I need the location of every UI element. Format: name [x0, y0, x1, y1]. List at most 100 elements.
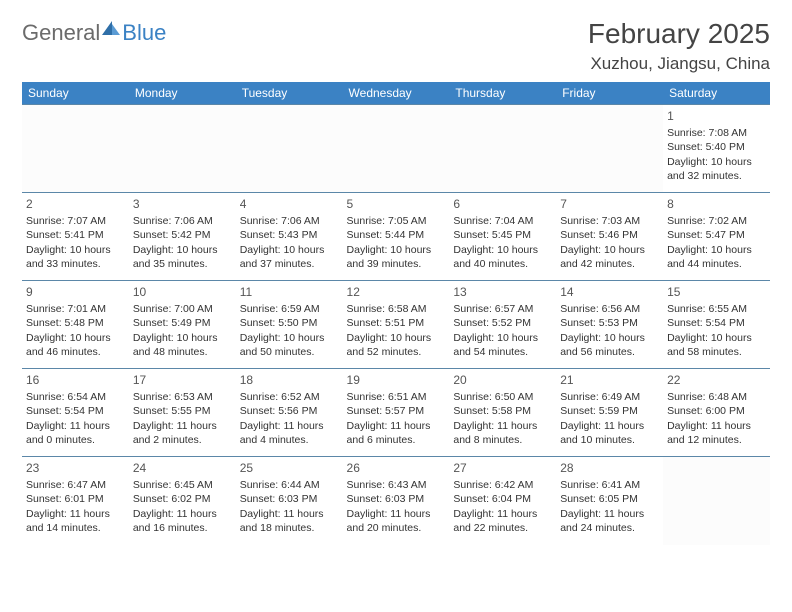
calendar-day-cell: 16 Sunrise: 6:54 AMSunset: 5:54 PMDayligh…	[22, 369, 129, 457]
calendar-empty-cell	[236, 105, 343, 193]
sunset-text: Sunset: 5:57 PM	[347, 404, 446, 418]
calendar-day-cell: 12Sunrise: 6:58 AMSunset: 5:51 PMDayligh…	[343, 281, 450, 369]
logo-sails-icon	[102, 21, 122, 37]
sunrise-text: Sunrise: 6:53 AM	[133, 390, 232, 404]
weekday-header: Saturday	[663, 82, 770, 105]
daylight-text: Daylight: 11 hours and 12 minutes.	[667, 419, 766, 447]
day-number: 24	[133, 460, 232, 476]
sunrise-text: Sunrise: 6:47 AM	[26, 478, 125, 492]
sunset-text: Sunset: 5:49 PM	[133, 316, 232, 330]
daylight-text: Daylight: 11 hours and 16 minutes.	[133, 507, 232, 535]
daylight-text: Daylight: 11 hours and 6 minutes.	[347, 419, 446, 447]
calendar-empty-cell	[343, 105, 450, 193]
calendar-day-cell: 9Sunrise: 7:01 AMSunset: 5:48 PMDaylight…	[22, 281, 129, 369]
sunset-text: Sunset: 5:40 PM	[667, 140, 766, 154]
sunset-text: Sunset: 5:43 PM	[240, 228, 339, 242]
sunrise-text: Sunrise: 7:06 AM	[240, 214, 339, 228]
daylight-text: Daylight: 10 hours and 46 minutes.	[26, 331, 125, 359]
day-number: 12	[347, 284, 446, 300]
calendar-week-row: 23Sunrise: 6:47 AMSunset: 6:01 PMDayligh…	[22, 457, 770, 545]
sunrise-text: Sunrise: 6:41 AM	[560, 478, 659, 492]
day-number: 2	[26, 196, 125, 212]
calendar-day-cell: 23Sunrise: 6:47 AMSunset: 6:01 PMDayligh…	[22, 457, 129, 545]
calendar-day-cell: 27Sunrise: 6:42 AMSunset: 6:04 PMDayligh…	[449, 457, 556, 545]
sunrise-text: Sunrise: 7:05 AM	[347, 214, 446, 228]
sunset-text: Sunset: 5:52 PM	[453, 316, 552, 330]
day-number: 22	[667, 372, 766, 388]
sunset-text: Sunset: 6:02 PM	[133, 492, 232, 506]
day-number: 18	[240, 372, 339, 388]
calendar-empty-cell	[129, 105, 236, 193]
daylight-text: Daylight: 10 hours and 44 minutes.	[667, 243, 766, 271]
weekday-header: Wednesday	[343, 82, 450, 105]
calendar-day-cell: 18Sunrise: 6:52 AMSunset: 5:56 PMDayligh…	[236, 369, 343, 457]
sunrise-text: Sunrise: 6:58 AM	[347, 302, 446, 316]
calendar-day-cell: 5 Sunrise: 7:05 AMSunset: 5:44 PMDaylight…	[343, 193, 450, 281]
logo-text-blue: Blue	[122, 20, 166, 46]
sunrise-text: Sunrise: 6:55 AM	[667, 302, 766, 316]
calendar-day-cell: 2Sunrise: 7:07 AMSunset: 5:41 PMDaylight…	[22, 193, 129, 281]
sunset-text: Sunset: 5:48 PM	[26, 316, 125, 330]
daylight-text: Daylight: 11 hours and 14 minutes.	[26, 507, 125, 535]
day-number: 1	[667, 108, 766, 124]
sunset-text: Sunset: 5:44 PM	[347, 228, 446, 242]
day-number: 10	[133, 284, 232, 300]
day-number: 5	[347, 196, 446, 212]
day-number: 9	[26, 284, 125, 300]
sunrise-text: Sunrise: 6:54 AM	[26, 390, 125, 404]
calendar-day-cell: 1Sunrise: 7:08 AMSunset: 5:40 PMDaylight…	[663, 105, 770, 193]
calendar-week-row: 16Sunrise: 6:54 AMSunset: 5:54 PMDayligh…	[22, 369, 770, 457]
sunrise-text: Sunrise: 6:51 AM	[347, 390, 446, 404]
title-block: February 2025 Xuzhou, Jiangsu, China	[588, 18, 770, 74]
daylight-text: Daylight: 10 hours and 39 minutes.	[347, 243, 446, 271]
day-number: 3	[133, 196, 232, 212]
day-number: 11	[240, 284, 339, 300]
calendar-day-cell: 10Sunrise: 7:00 AMSunset: 5:49 PMDayligh…	[129, 281, 236, 369]
calendar-empty-cell	[663, 457, 770, 545]
day-number: 6	[453, 196, 552, 212]
weekday-header: Tuesday	[236, 82, 343, 105]
sunset-text: Sunset: 5:55 PM	[133, 404, 232, 418]
day-number: 8	[667, 196, 766, 212]
sunset-text: Sunset: 5:50 PM	[240, 316, 339, 330]
weekday-header: Sunday	[22, 82, 129, 105]
calendar-empty-cell	[449, 105, 556, 193]
sunset-text: Sunset: 6:00 PM	[667, 404, 766, 418]
day-number: 28	[560, 460, 659, 476]
day-number: 19	[347, 372, 446, 388]
calendar-day-cell: 26Sunrise: 6:43 AMSunset: 6:03 PMDayligh…	[343, 457, 450, 545]
calendar-day-cell: 13Sunrise: 6:57 AMSunset: 5:52 PMDayligh…	[449, 281, 556, 369]
calendar-day-cell: 4Sunrise: 7:06 AMSunset: 5:43 PMDaylight…	[236, 193, 343, 281]
day-number: 15	[667, 284, 766, 300]
calendar-day-cell: 8Sunrise: 7:02 AMSunset: 5:47 PMDaylight…	[663, 193, 770, 281]
calendar-header-row: SundayMondayTuesdayWednesdayThursdayFrid…	[22, 82, 770, 105]
logo-text-general: General	[22, 20, 100, 46]
sunset-text: Sunset: 5:54 PM	[667, 316, 766, 330]
calendar-empty-cell	[556, 105, 663, 193]
daylight-text: Daylight: 11 hours and 0 minutes.	[26, 419, 125, 447]
sunset-text: Sunset: 5:59 PM	[560, 404, 659, 418]
sunset-text: Sunset: 5:56 PM	[240, 404, 339, 418]
sunset-text: Sunset: 5:51 PM	[347, 316, 446, 330]
day-number: 14	[560, 284, 659, 300]
sunrise-text: Sunrise: 7:07 AM	[26, 214, 125, 228]
calendar-body: 1Sunrise: 7:08 AMSunset: 5:40 PMDaylight…	[22, 105, 770, 545]
sunrise-text: Sunrise: 7:03 AM	[560, 214, 659, 228]
calendar-day-cell: 14Sunrise: 6:56 AMSunset: 5:53 PMDayligh…	[556, 281, 663, 369]
weekday-header: Friday	[556, 82, 663, 105]
sunrise-text: Sunrise: 6:50 AM	[453, 390, 552, 404]
day-number: 16	[26, 372, 125, 388]
calendar-day-cell: 25Sunrise: 6:44 AMSunset: 6:03 PMDayligh…	[236, 457, 343, 545]
calendar-day-cell: 15Sunrise: 6:55 AMSunset: 5:54 PMDayligh…	[663, 281, 770, 369]
sunset-text: Sunset: 5:42 PM	[133, 228, 232, 242]
sunrise-text: Sunrise: 6:44 AM	[240, 478, 339, 492]
sunrise-text: Sunrise: 6:48 AM	[667, 390, 766, 404]
calendar-week-row: 9Sunrise: 7:01 AMSunset: 5:48 PMDaylight…	[22, 281, 770, 369]
calendar-week-row: 2Sunrise: 7:07 AMSunset: 5:41 PMDaylight…	[22, 193, 770, 281]
daylight-text: Daylight: 10 hours and 33 minutes.	[26, 243, 125, 271]
header: General Blue February 2025 Xuzhou, Jiang…	[22, 18, 770, 74]
sunset-text: Sunset: 5:54 PM	[26, 404, 125, 418]
daylight-text: Daylight: 10 hours and 54 minutes.	[453, 331, 552, 359]
daylight-text: Daylight: 11 hours and 22 minutes.	[453, 507, 552, 535]
calendar-day-cell: 20Sunrise: 6:50 AMSunset: 5:58 PMDayligh…	[449, 369, 556, 457]
